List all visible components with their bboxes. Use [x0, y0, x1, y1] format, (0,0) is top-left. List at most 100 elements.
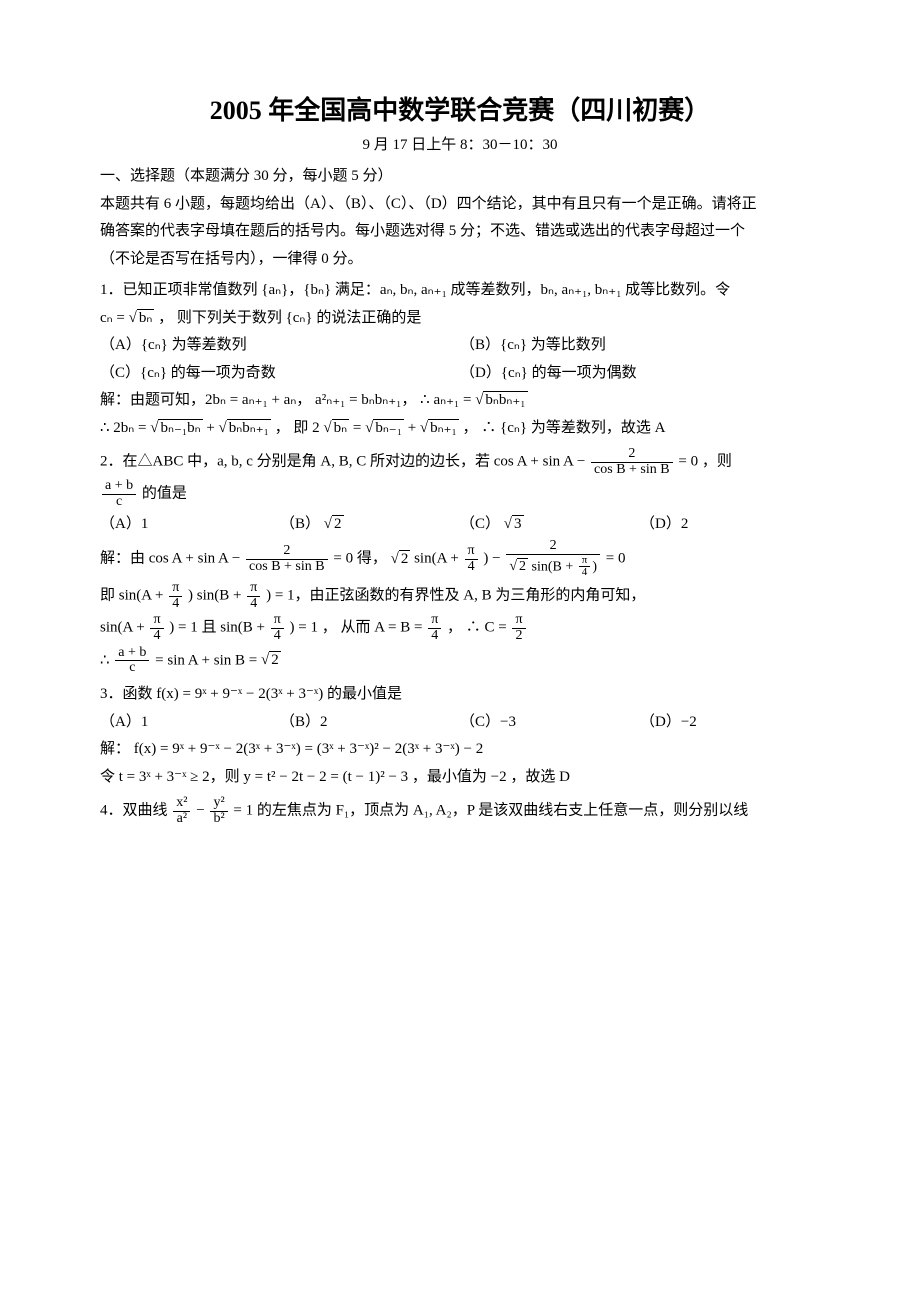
t: 解：由 cos A + sin A −	[100, 551, 244, 567]
radicand: bₙbₙ₊₁	[227, 419, 271, 436]
t: 4．双曲线	[100, 803, 171, 819]
denominator: 4	[579, 567, 591, 579]
q1-options-row1: （A）{cₙ} 为等差数列 （B）{cₙ} 为等比数列	[100, 333, 820, 359]
q1-opt-d: （D）{cₙ} 的每一项为偶数	[460, 361, 820, 387]
t: =	[353, 420, 365, 436]
sqrt: bₙ	[323, 416, 349, 442]
t: = 0	[606, 551, 626, 567]
q3-options: （A）1 （B）2 （C）−3 （D）−2	[100, 710, 820, 736]
fraction: π 4	[169, 581, 182, 611]
t: ， 即 2	[275, 420, 320, 436]
sqrt: 2	[391, 547, 411, 573]
numerator: π	[271, 613, 284, 629]
t: （B）	[280, 516, 320, 532]
t: 即 sin(A +	[100, 588, 167, 604]
radicand: bₙ	[332, 419, 349, 436]
section-heading: 一、选择题（本题满分 30 分，每小题 5 分）	[100, 164, 820, 190]
q2-opt-c: （C） 3	[460, 512, 640, 538]
t: sin(A +	[414, 551, 462, 567]
radicand: 2	[269, 651, 281, 668]
denominator: 2 sin(B + π 4 )	[506, 555, 600, 579]
numerator: π	[169, 581, 182, 597]
title: 2005 年全国高中数学联合竞赛（四川初赛）	[100, 90, 820, 127]
fraction: π 4	[150, 613, 163, 643]
q3: 3．函数 f(x) = 9ˣ + 9⁻ˣ − 2(3ˣ + 3⁻ˣ) 的最小值是…	[100, 682, 820, 790]
q3-opt-b: （B）2	[280, 710, 460, 736]
numerator: 2	[506, 539, 600, 555]
q4: 4．双曲线 x² a² − y² b² = 1 的左焦点为 F₁，顶点为 A₁,…	[100, 796, 820, 826]
denominator: a²	[173, 812, 190, 827]
t: ∴	[100, 652, 113, 668]
q2-sol-l3: sin(A + π 4 ) = 1 且 sin(B + π 4 ) = 1 ， …	[100, 613, 820, 643]
t: 2．在△ABC 中，a, b, c 分别是角 A, B, C 所对边的边长，若 …	[100, 454, 589, 470]
q2-sol-l4: ∴ a + b c = sin A + sin B = 2	[100, 646, 820, 676]
t: +	[408, 420, 420, 436]
denominator: cos B + sin B	[591, 463, 673, 478]
numerator: π	[465, 544, 478, 560]
denominator: 4	[247, 597, 260, 612]
q1-stem-b-pre: cₙ =	[100, 310, 129, 326]
t: sin(A +	[100, 620, 148, 636]
q1-sol-l1: 解：由题可知，2bₙ = aₙ₊₁ + aₙ， a²ₙ₊₁ = bₙbₙ₊₁， …	[100, 388, 820, 414]
q2-opt-b: （B） 2	[280, 512, 460, 538]
q1-stem-b-post: ， 则下列关于数列 {cₙ} 的说法正确的是	[158, 310, 421, 326]
radicand: 2	[517, 558, 528, 574]
q2-sol-l1: 解：由 cos A + sin A − 2 cos B + sin B = 0 …	[100, 539, 820, 579]
q3-opt-c: （C）−3	[460, 710, 640, 736]
sqrt: 3	[504, 512, 524, 538]
instructions-line-1: 本题共有 6 小题，每题均给出（A）、（B）、（C）、（D）四个结论，其中有且只…	[100, 192, 820, 218]
fraction: y² b²	[210, 796, 227, 826]
numerator: π	[150, 613, 163, 629]
numerator: x²	[173, 796, 190, 812]
t: ) = 1，由正弦函数的有界性及 A, B 为三角形的内角可知，	[266, 588, 645, 604]
numerator: a + b	[102, 479, 136, 495]
radicand: bₙ	[137, 309, 154, 326]
q4-stem: 4．双曲线 x² a² − y² b² = 1 的左焦点为 F₁，顶点为 A₁,…	[100, 796, 820, 826]
radicand: bₙ₋₁	[373, 419, 404, 436]
t: 的值是	[142, 486, 187, 502]
q2-stem-l2: a + b c 的值是	[100, 479, 820, 509]
fraction: π 4	[428, 613, 441, 643]
t: +	[206, 420, 218, 436]
t: ) = 1 且 sin(B +	[169, 620, 268, 636]
denominator: 4	[428, 629, 441, 644]
sqrt: 2	[261, 648, 281, 674]
numerator: y²	[210, 796, 227, 812]
t: ) sin(B +	[188, 588, 245, 604]
denominator: 4	[271, 629, 284, 644]
sqrt: bₙ₋₁	[365, 416, 404, 442]
t: ) −	[483, 551, 504, 567]
t: ， ∴ C =	[447, 620, 510, 636]
fraction: π 4	[465, 544, 478, 574]
q3-sol-l2: 令 t = 3ˣ + 3⁻ˣ ≥ 2，则 y = t² − 2t − 2 = (…	[100, 765, 820, 791]
t: = sin A + sin B =	[155, 652, 261, 668]
sqrt: bₙbₙ₊₁	[475, 388, 527, 414]
numerator: π	[428, 613, 441, 629]
radicand: 2	[332, 515, 344, 532]
t: （C）	[460, 516, 500, 532]
t: −	[196, 803, 208, 819]
sqrt: bₙbₙ₊₁	[219, 416, 271, 442]
numerator: π	[247, 581, 260, 597]
radicand: bₙ₋₁bₙ	[158, 419, 202, 436]
t: ) = 1 ， 从而 A = B =	[290, 620, 427, 636]
q1-options-row2: （C）{cₙ} 的每一项为奇数 （D）{cₙ} 的每一项为偶数	[100, 361, 820, 387]
q1-opt-a: （A）{cₙ} 为等差数列	[100, 333, 460, 359]
fraction: π 4	[247, 581, 260, 611]
fraction: 2 cos B + sin B	[246, 544, 328, 574]
q3-opt-a: （A）1	[100, 710, 280, 736]
denominator: 4	[169, 597, 182, 612]
t: = 0 得，	[333, 551, 390, 567]
page: 2005 年全国高中数学联合竞赛（四川初赛） 9 月 17 日上午 8：30－1…	[0, 0, 920, 1302]
q1-stem-b: cₙ = bₙ ， 则下列关于数列 {cₙ} 的说法正确的是	[100, 306, 820, 332]
q3-stem: 3．函数 f(x) = 9ˣ + 9⁻ˣ − 2(3ˣ + 3⁻ˣ) 的最小值是	[100, 682, 820, 708]
radicand: bₙ₊₁	[428, 419, 459, 436]
t: ， ∴ {cₙ} 为等差数列，故选 A	[463, 420, 666, 436]
fraction: π 4	[579, 555, 591, 579]
fraction: a + b c	[102, 479, 136, 509]
subtitle: 9 月 17 日上午 8：30－10：30	[100, 133, 820, 154]
t: sin(B +	[532, 559, 577, 574]
radicand: bₙbₙ₊₁	[483, 391, 527, 408]
numerator: 2	[246, 544, 328, 560]
q3-opt-d: （D）−2	[640, 710, 820, 736]
